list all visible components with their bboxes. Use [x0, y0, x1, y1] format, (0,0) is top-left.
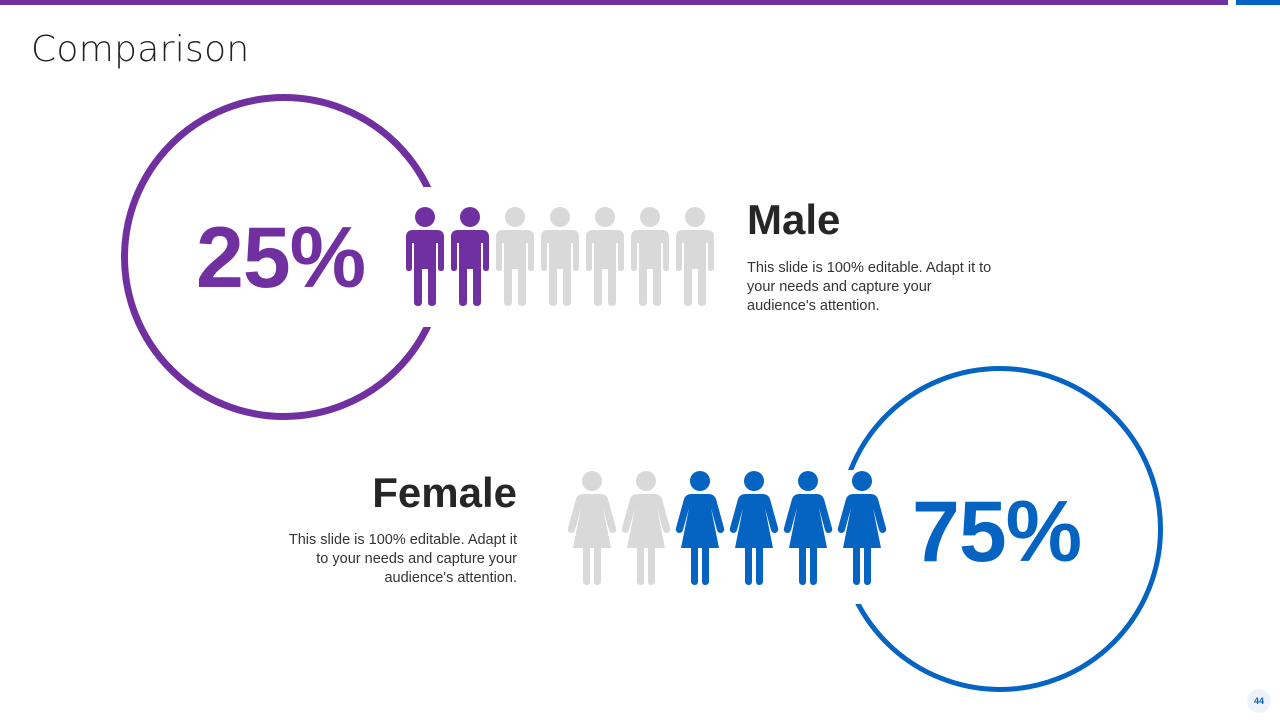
male-person-icon: [630, 206, 670, 306]
male-description: This slide is 100% editable. Adapt it to…: [747, 260, 992, 314]
female-person-icon: [567, 470, 617, 586]
female-description: This slide is 100% editable. Adapt it to…: [288, 532, 517, 586]
female-people-row: [567, 470, 887, 586]
female-person-icon: [675, 470, 725, 586]
top-accent-bar-blue: [1236, 0, 1280, 5]
top-accent-bar-purple: [0, 0, 1228, 5]
female-percentage: 75%: [912, 484, 1082, 580]
female-heading: Female: [372, 469, 517, 516]
female-person-icon: [729, 470, 779, 586]
male-person-icon: [450, 206, 490, 306]
female-person-icon: [621, 470, 671, 586]
male-people-row: [405, 206, 715, 306]
page-number: 44: [1247, 689, 1271, 713]
female-person-icon: [783, 470, 833, 586]
male-person-icon: [675, 206, 715, 306]
male-percentage: 25%: [196, 210, 366, 306]
male-person-icon: [405, 206, 445, 306]
male-person-icon: [585, 206, 625, 306]
female-person-icon: [837, 470, 887, 586]
slide-title: Comparison: [31, 29, 250, 70]
male-person-icon: [495, 206, 535, 306]
male-person-icon: [540, 206, 580, 306]
male-heading: Male: [747, 196, 841, 243]
